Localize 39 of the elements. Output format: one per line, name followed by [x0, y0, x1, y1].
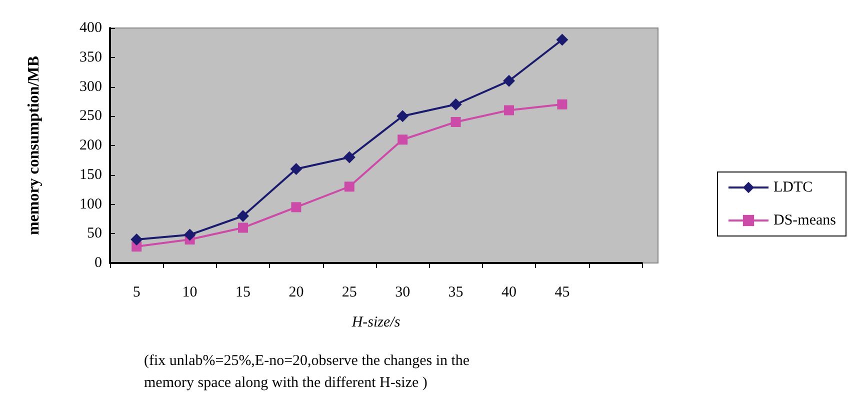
point: [130, 234, 143, 246]
point: [504, 105, 514, 116]
x-tick-label: 30: [395, 284, 410, 300]
y-tick-label: 300: [80, 78, 102, 95]
y-tick-label: 0: [94, 255, 102, 271]
point: [396, 110, 409, 122]
point: [291, 202, 302, 212]
point: [557, 99, 568, 110]
x-tick-label: 35: [448, 284, 464, 300]
y-axis-title: memory consumption/MB: [26, 56, 42, 236]
point: [237, 210, 249, 222]
text: (fix unlab%=25%,E-no=20,observe the changes in the memory space along with the different H-size ): [144, 353, 470, 391]
y-tick-label: 150: [80, 166, 102, 183]
y-tick-label: 400: [80, 20, 102, 36]
point: [450, 98, 462, 110]
x-tick-label: 40: [502, 284, 516, 300]
y-tick-label: 50: [87, 226, 102, 242]
y-tick-label: 200: [80, 138, 102, 154]
y-tick-label: 250: [80, 108, 102, 124]
x-tick-label: 15: [236, 284, 250, 300]
legend-label: DS-means: [774, 212, 836, 228]
point: [503, 74, 515, 87]
y-tick-label: 350: [80, 49, 102, 66]
x-tick-label: 45: [554, 284, 570, 300]
legend-label: LDTC: [774, 180, 813, 196]
x-tick-label: 5: [132, 284, 140, 300]
point: [238, 222, 248, 233]
point: [184, 228, 196, 241]
point: [450, 117, 461, 127]
point: [290, 163, 302, 175]
point: [556, 34, 568, 46]
x-tick-label: 20: [288, 284, 304, 300]
x-axis-title: H-size/s: [350, 314, 400, 330]
point: [344, 182, 354, 192]
x-tick-label: 25: [342, 284, 357, 300]
x-tick-label: 10: [182, 284, 198, 300]
y-tick-label: 100: [80, 196, 102, 212]
point: [398, 134, 408, 145]
point: [343, 151, 356, 164]
